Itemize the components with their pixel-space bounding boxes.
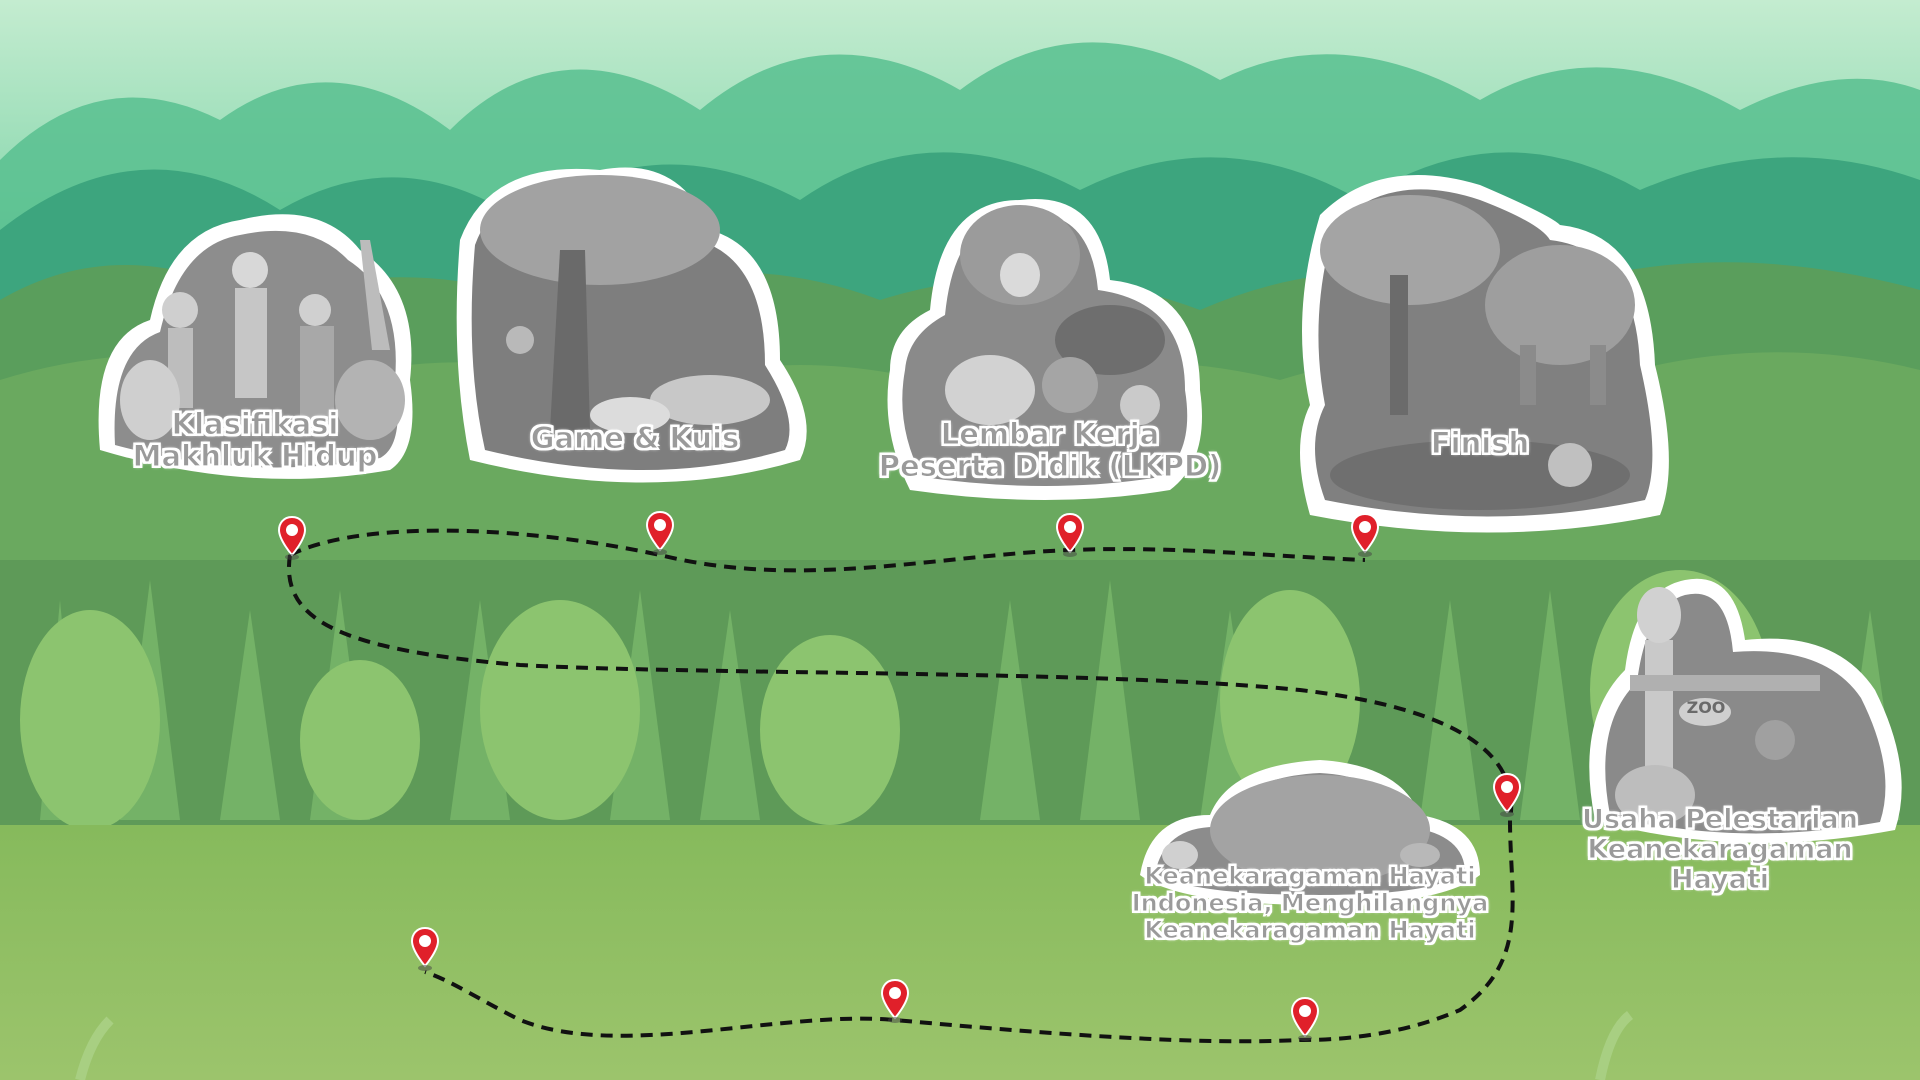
explorers-animals-illustration	[98, 214, 413, 479]
label-line: Lembar Kerja	[940, 417, 1160, 451]
forest-river-illustration	[456, 167, 807, 483]
label-line: Indonesia, Menghilangnya	[1131, 888, 1489, 917]
location-pin-icon[interactable]	[1492, 772, 1522, 818]
location-pin-icon[interactable]	[1350, 512, 1380, 558]
bird-tree-illustration	[1140, 760, 1480, 905]
label-line: Usaha Pelestarian	[1582, 804, 1859, 835]
farm-animals-illustration	[887, 199, 1202, 500]
station-label: Finish	[1290, 426, 1670, 460]
station-label: Keanekaragaman Hayati Indonesia, Menghil…	[1120, 862, 1500, 944]
location-pin-icon[interactable]	[1290, 996, 1320, 1042]
location-pin-icon[interactable]	[1055, 512, 1085, 558]
label-line: Keanekaragaman Hayati	[1144, 915, 1476, 944]
location-pin-icon[interactable]	[277, 515, 307, 561]
station-label: Lembar Kerja Peserta Didik (LKPD)	[870, 417, 1230, 484]
station-game-kuis[interactable]: Game & Kuis	[450, 160, 820, 490]
station-label: Klasifikasi Makhluk Hidup	[90, 407, 420, 474]
label-line: Game & Kuis	[530, 421, 740, 455]
station-lembar-kerja-peserta-didik[interactable]: Lembar Kerja Peserta Didik (LKPD)	[870, 190, 1230, 500]
station-label: Usaha Pelestarian Keanekaragaman Hayati	[1535, 804, 1905, 896]
label-line: Keanekaragaman Hayati	[1144, 862, 1476, 890]
label-line: Finish	[1430, 426, 1530, 460]
label-line: Klasifikasi	[171, 407, 339, 441]
station-finish[interactable]: Finish	[1290, 165, 1670, 545]
location-pin-icon[interactable]	[410, 926, 440, 972]
elephant-tree-illustration	[1300, 175, 1669, 533]
station-keanekaragaman-hayati[interactable]: Keanekaragaman Hayati Indonesia, Menghil…	[1120, 755, 1500, 965]
station-label: Game & Kuis	[450, 421, 820, 455]
station-klasifikasi-makhluk-hidup[interactable]: Klasifikasi Makhluk Hidup	[90, 200, 420, 490]
station-usaha-pelestarian[interactable]: ZOO Usaha Pelestarian Keanekaragaman Hay…	[1535, 570, 1905, 896]
location-pin-icon[interactable]	[645, 510, 675, 556]
label-line: Peserta Didik (LKPD)	[878, 449, 1222, 484]
location-pin-icon[interactable]	[880, 978, 910, 1024]
label-line: Makhluk Hidup	[132, 439, 378, 474]
label-line: Keanekaragaman Hayati	[1587, 834, 1853, 896]
zoo-gate-illustration	[1589, 578, 1902, 843]
zoo-sign: ZOO	[1686, 698, 1726, 717]
